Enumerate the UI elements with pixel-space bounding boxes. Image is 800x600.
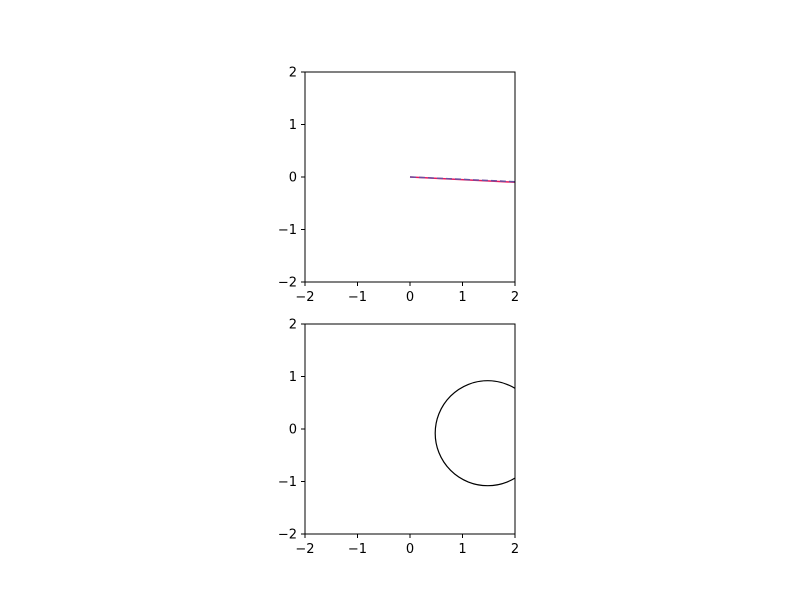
subplot-1-x-tick-label: 0 (406, 290, 414, 305)
subplot-1-y-tick-label: −2 (278, 276, 297, 291)
subplot-1-x-tick-label: −1 (348, 290, 367, 305)
subplot-1-y-tick-label: 2 (289, 66, 297, 81)
subplot-1-y-tick-label: −1 (278, 223, 297, 238)
subplot-2-y-tick-label: −2 (278, 528, 297, 543)
subplot-1-x-tick-label: 2 (511, 290, 519, 305)
subplot-1-x-tick-label: −2 (295, 290, 314, 305)
subplot-1-series-line-1 (409, 176, 515, 183)
subplot-2-y-tick-label: 0 (289, 423, 297, 438)
subplot-1-x-tick-label: 1 (458, 290, 466, 305)
subplot-2-y-tick-label: 2 (289, 318, 297, 333)
subplot-2-circle (434, 380, 515, 487)
subplot-2-x-tick-label: 1 (458, 542, 466, 557)
subplot-2-content (434, 380, 515, 487)
subplot-2-x-tick-label: 0 (406, 542, 414, 557)
subplot-2-y-tick-label: 1 (289, 370, 297, 385)
subplot-1: −2 −1 0 1 2 −2 −1 0 1 2 (278, 66, 519, 306)
subplot-1-y-tick-label: 0 (289, 171, 297, 186)
subplot-1-y-tick-label: 1 (289, 118, 297, 133)
subplot-2-x-tick-label: −2 (295, 542, 314, 557)
subplot-1-content (409, 176, 515, 183)
subplot-2-plot-area (305, 324, 515, 534)
subplot-2: −2 −1 0 1 2 −2 −1 0 1 2 (278, 318, 519, 558)
axes-root: −2 −1 0 1 2 −2 −1 0 1 2 −2 −1 0 1 2 −2 −1 0 1 2 (278, 66, 519, 558)
subplot-2-x-tick-label: 2 (511, 542, 519, 557)
subplot-2-x-tick-label: −1 (348, 542, 367, 557)
subplot-2-y-tick-label: −1 (278, 475, 297, 490)
